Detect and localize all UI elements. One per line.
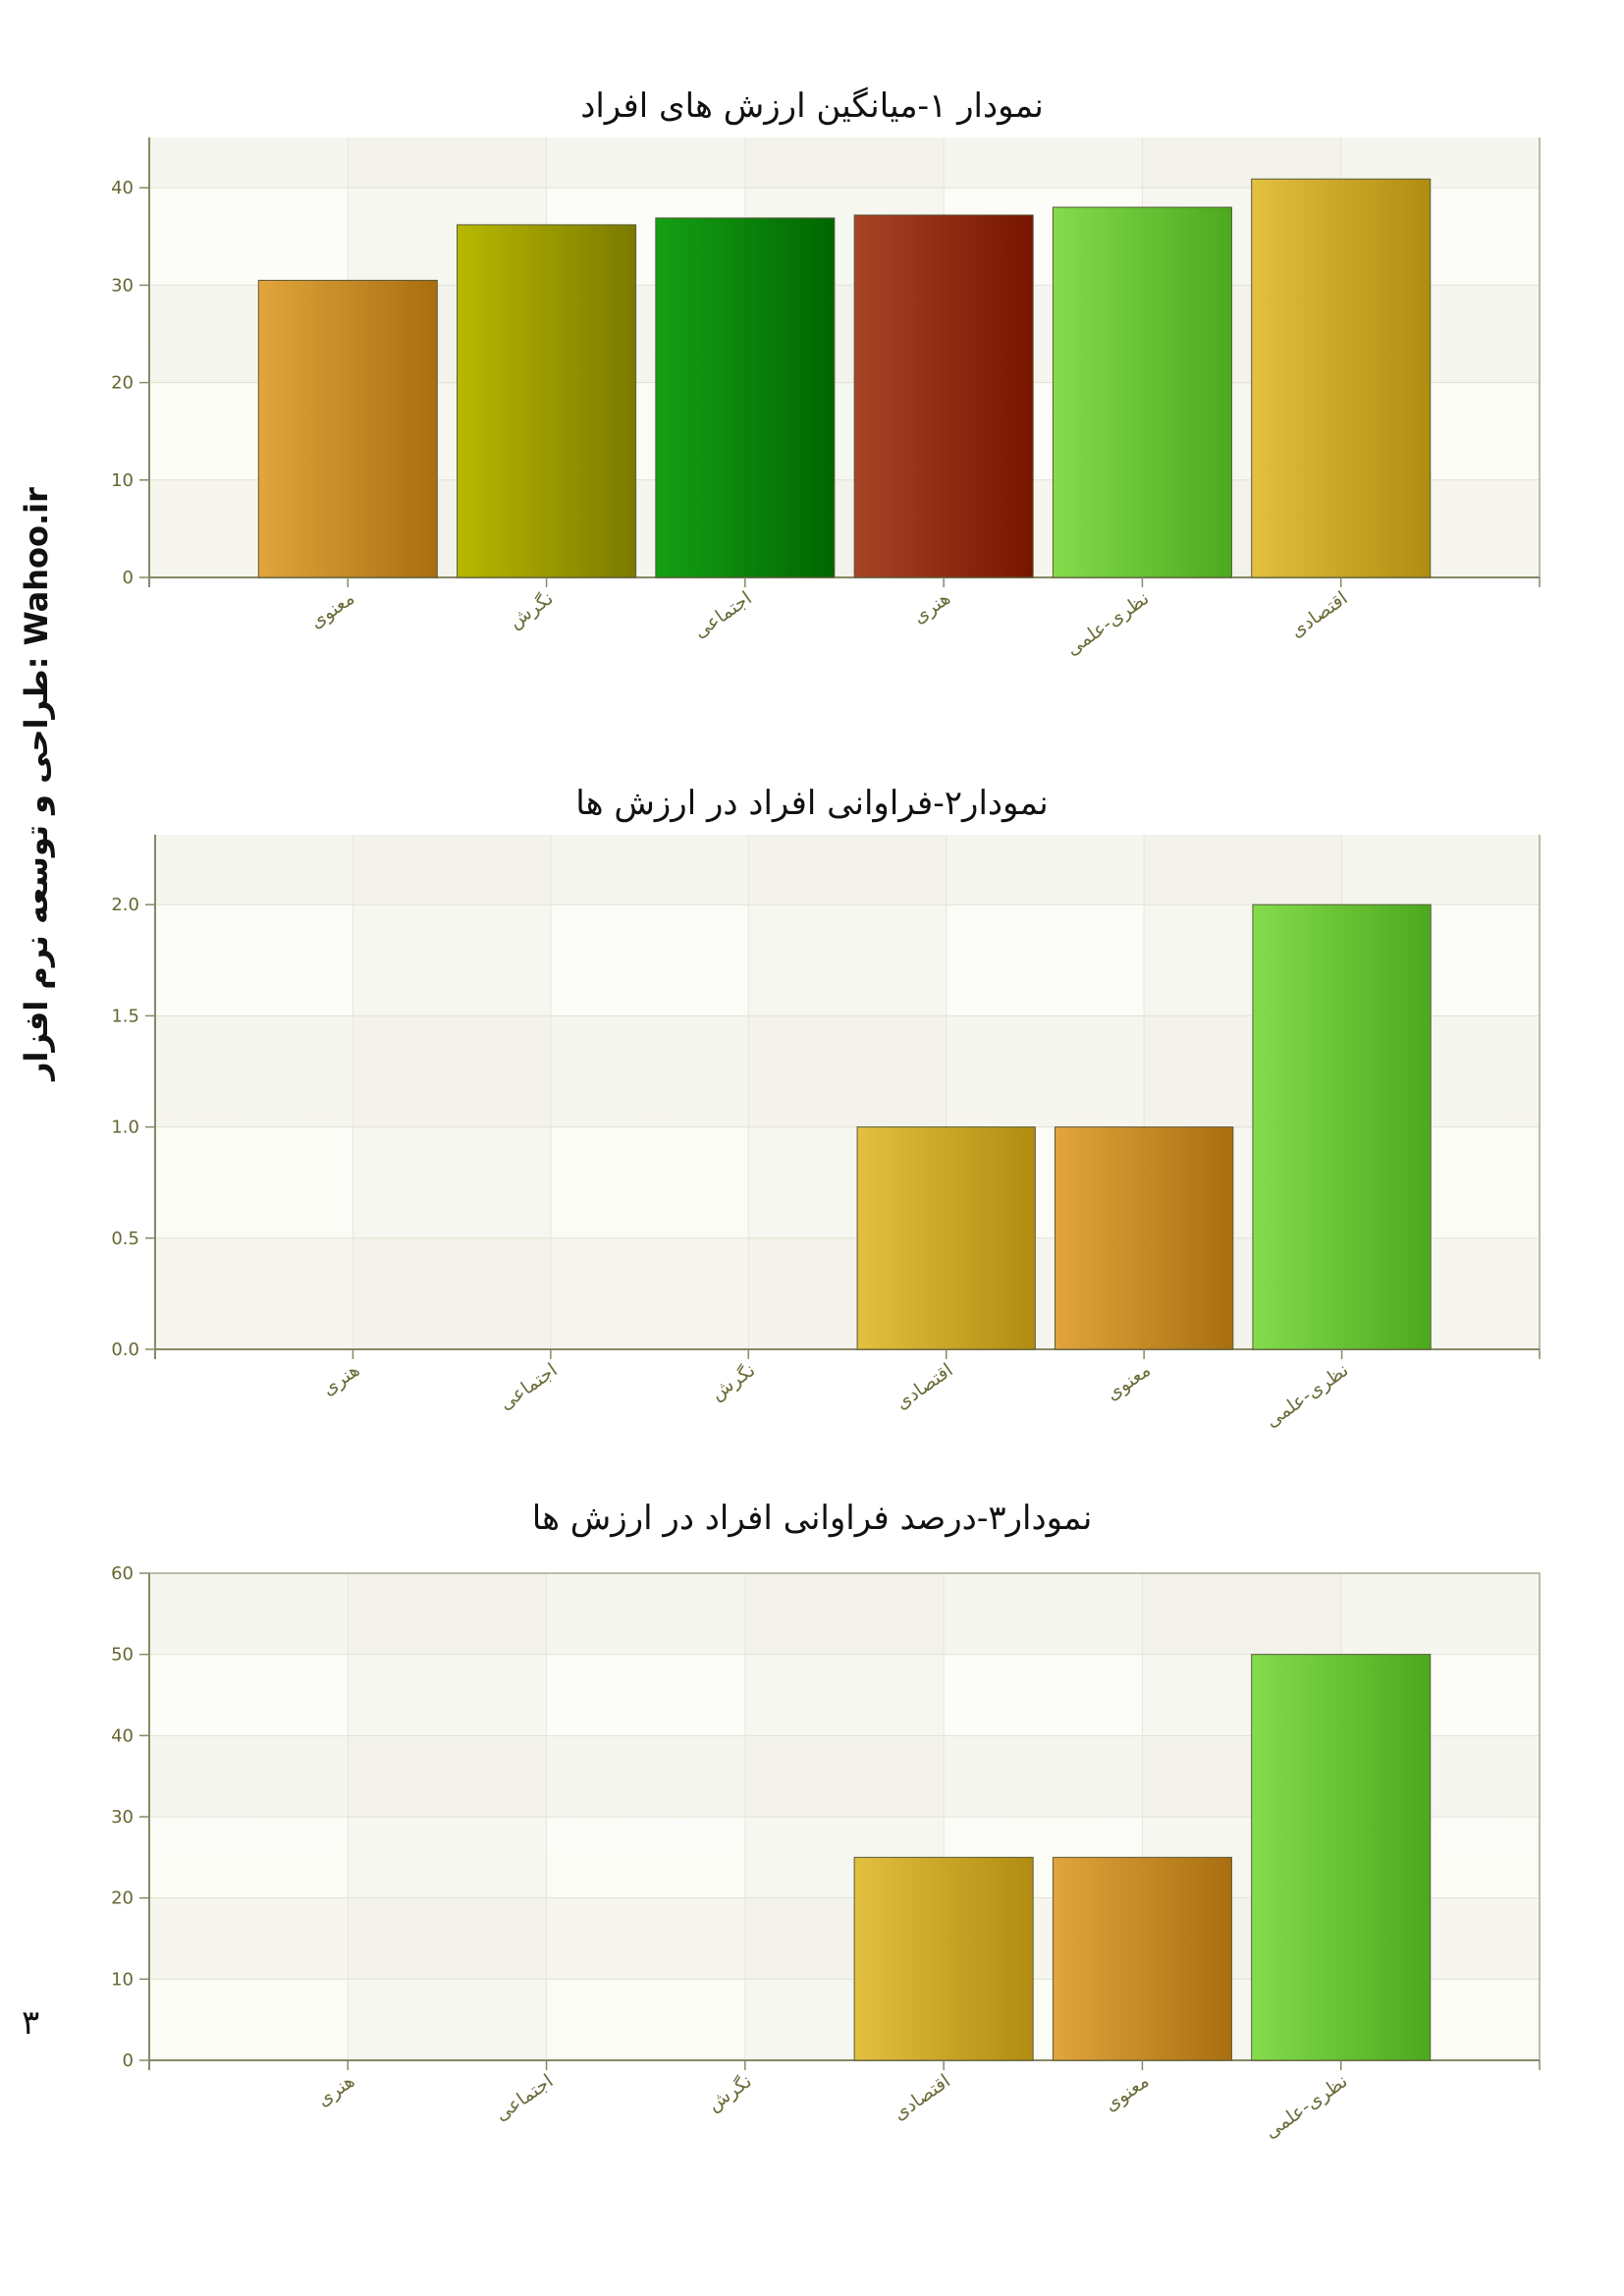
category-label: اجتماعی [495,1359,561,1414]
category-label: معنوی [1101,2070,1153,2116]
y-tick-label: 2.0 [111,895,139,915]
y-tick-label: 50 [111,1645,134,1666]
y-tick-label: 1.5 [111,1006,139,1026]
category-label: اقتصادی [1286,587,1351,642]
bar [1252,903,1432,1350]
category-label: نظری-علمی [1262,1359,1353,1432]
bar [853,1856,1034,2061]
chart-frequency: نمودار۲-فراوانی افراد در ارزش ها 0.0 0.5 1… [0,766,1624,1522]
category-label: اجتماعی [491,2070,557,2125]
page-number: ۳ [22,2003,40,2043]
category-label: هنری [313,2070,358,2111]
bar [1052,206,1232,578]
bar [853,214,1034,578]
y-tick-label: 40 [111,178,134,198]
y-tick-label: 60 [111,1563,134,1584]
category-label: نگرش [703,2069,756,2115]
y-tick-label: 40 [111,1725,134,1746]
category-label: نظری-علمی [1261,2070,1352,2143]
bar [1052,1856,1232,2061]
category-label: نظری-علمی [1062,587,1154,660]
bar [257,279,438,578]
y-tick-label: 20 [111,1888,134,1909]
category-label: نگرش [505,586,558,632]
bar-chart: 0 10 20 30 40 50 60 هنری اجتماعی نگرش اقتصادی معنوی… [111,1563,1541,2143]
chart-title: نمودار ۱-میانگین ارزش های افراد [580,86,1044,126]
y-tick-label: 30 [111,1807,134,1828]
category-label: اجتماعی [689,587,755,642]
category-label: هنری [909,587,954,629]
category-label: اقتصادی [890,2070,954,2125]
y-tick-label: 30 [111,275,134,296]
y-tick-label: 10 [111,1969,134,1990]
y-tick-label: 10 [111,470,134,491]
bar [856,1126,1036,1350]
chart-title: نمودار۲-فراوانی افراد در ارزش ها [575,784,1049,823]
bar [457,224,637,578]
chart-average-values: نمودار ۱-میانگین ارزش های افراد 0 10 20 30 4… [0,79,1624,786]
category-label: معنوی [1103,1359,1155,1405]
bar-chart: 01020304050معنوینگرشاجتماعیهنرینظری-علمی… [111,137,1541,660]
bar [1251,1654,1432,2061]
bar-chart: 0.00.51.01.52.02.5هنریاجتماعینگرشاقتصادی… [111,835,1541,1432]
y-tick-label: 0 [123,2050,134,2071]
bar [655,217,836,578]
category-label: نگرش [706,1358,759,1404]
y-tick-label: 0.0 [111,1339,139,1360]
grid-band [155,835,1540,905]
y-tick-label: 1.0 [111,1118,139,1138]
category-label: معنوی [306,587,358,633]
grid-band [352,835,551,1349]
chart-frequency-percent: نمودار۳-درصد فراوانی افراد در ارزش ها 0 1… [0,1473,1624,2237]
category-label: اقتصادی [892,1359,956,1414]
y-tick-label: 0 [123,568,134,588]
grid-band [149,1573,1540,1655]
y-tick-label: 0.5 [111,1229,139,1249]
category-label: هنری [318,1359,363,1400]
bar [1055,1126,1234,1350]
bar [1251,178,1432,578]
y-tick-label: 20 [111,373,134,394]
chart-title: نمودار۳-درصد فراوانی افراد در ارزش ها [531,1499,1093,1538]
